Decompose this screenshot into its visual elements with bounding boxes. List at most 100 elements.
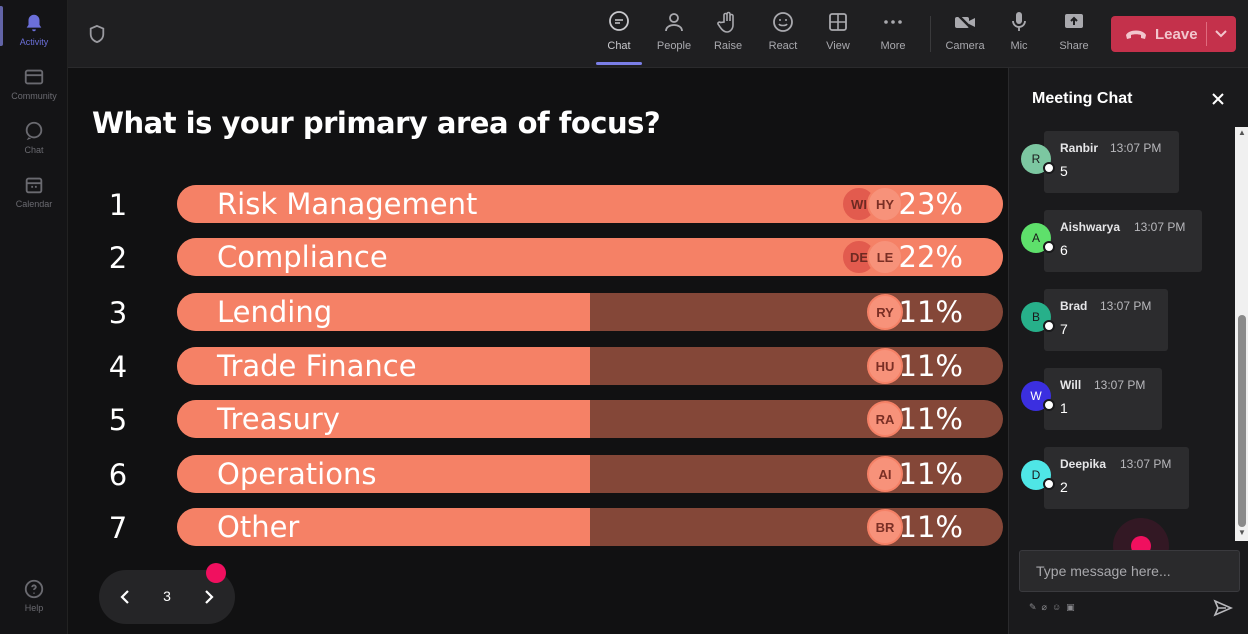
message-text: 7: [1060, 321, 1068, 337]
voter-avatar[interactable]: BR: [867, 509, 903, 545]
format-icon[interactable]: ✎: [1029, 602, 1037, 612]
microphone-icon: [1012, 12, 1026, 31]
voter-avatar[interactable]: LE: [867, 239, 903, 275]
scroll-down-arrow[interactable]: ▼: [1238, 528, 1246, 537]
presence-status-dot: [1043, 162, 1055, 174]
poll-option-bar: Other BR 11%: [177, 508, 1003, 546]
share-button[interactable]: Share: [1049, 10, 1099, 60]
gif-icon[interactable]: ▣: [1066, 602, 1075, 612]
person-icon: [665, 13, 683, 32]
poll-option-bar: Lending RY 11%: [177, 293, 1003, 331]
poll-option-fill: [177, 347, 590, 385]
chevron-right-icon[interactable]: [199, 587, 219, 607]
poll-question: What is your primary area of focus?: [92, 106, 661, 140]
poll-option-number: 2: [108, 241, 128, 275]
poll-option-percent: 11%: [898, 510, 963, 544]
message-sender: Will: [1060, 378, 1082, 392]
share-button-label: Share: [1059, 40, 1089, 52]
bell-icon: [26, 14, 42, 32]
message-sender: Aishwarya: [1060, 220, 1121, 234]
more-button[interactable]: More: [868, 10, 918, 60]
message-timestamp: 13:07 PM: [1134, 220, 1186, 234]
hand-icon: [717, 11, 734, 33]
scrollbar-thumb[interactable]: [1238, 315, 1246, 527]
sender-avatar[interactable]: B: [1021, 302, 1051, 332]
poll-results: What is your primary area of focus? 1 Ris…: [68, 68, 1008, 634]
voter-avatar[interactable]: RY: [867, 294, 903, 330]
scroll-up-arrow[interactable]: ▲: [1238, 128, 1246, 137]
poll-option-label: Lending: [217, 295, 333, 329]
share-screen-icon: [1065, 14, 1083, 28]
poll-option-row: 4 Trade Finance HU 11%: [68, 347, 1008, 385]
rail-item-help[interactable]: Help: [0, 578, 68, 613]
chat-message-list[interactable]: Ranbir 13:07 PM 5 R Aishwarya 13:07 PM 6 A Brad 1…: [1009, 127, 1235, 541]
send-icon[interactable]: [1213, 598, 1233, 618]
rail-item-activity[interactable]: Activity: [0, 12, 68, 47]
shield-icon[interactable]: [88, 24, 106, 44]
poll-option-fill: [177, 455, 590, 493]
chat-scrollbar[interactable]: ▲ ▼: [1235, 127, 1248, 541]
rail-item-calendar[interactable]: Calendar: [0, 174, 68, 209]
poll-option-fill: [177, 293, 590, 331]
message-timestamp: 13:07 PM: [1120, 457, 1172, 471]
chevron-left-icon[interactable]: [115, 587, 135, 607]
poll-option-percent: 11%: [898, 295, 963, 329]
chat-message-input[interactable]: [1020, 551, 1239, 591]
message-bubble[interactable]: Will 13:07 PM 1: [1044, 368, 1162, 430]
message-bubble[interactable]: Ranbir 13:07 PM 5: [1044, 131, 1179, 193]
poll-option-label: Risk Management: [217, 187, 478, 221]
raise-hand-button[interactable]: Raise: [703, 10, 753, 60]
camera-button[interactable]: Camera: [940, 10, 990, 60]
message-sender: Brad: [1060, 299, 1088, 313]
message-bubble[interactable]: Aishwarya 13:07 PM 6: [1044, 210, 1202, 272]
message-bubble[interactable]: Deepika 13:07 PM 2: [1044, 447, 1189, 509]
people-button[interactable]: People: [649, 10, 699, 60]
chat-title: Meeting Chat: [1032, 90, 1133, 107]
rail-item-chat[interactable]: Chat: [0, 120, 68, 155]
poll-option-bar: Risk Management WI HY 23%: [177, 185, 1003, 223]
sender-avatar[interactable]: W: [1021, 381, 1051, 411]
message-text: 6: [1060, 242, 1068, 258]
presence-status-dot: [1043, 399, 1055, 411]
close-icon[interactable]: [1209, 90, 1227, 108]
poll-option-number: 7: [108, 511, 128, 545]
smiley-icon: [773, 12, 793, 32]
chat-button-label: Chat: [607, 40, 631, 52]
help-icon: [24, 579, 44, 599]
poll-option-number: 1: [108, 188, 128, 222]
emoji-icon[interactable]: ☺: [1051, 602, 1062, 612]
people-button-label: People: [656, 40, 692, 52]
voter-avatar[interactable]: AI: [867, 456, 903, 492]
poll-option-row: 3 Lending RY 11%: [68, 293, 1008, 331]
poll-option-row: 2 Compliance DE LE 22%: [68, 238, 1008, 276]
chat-button[interactable]: Chat: [594, 10, 644, 60]
chevron-down-icon[interactable]: [1214, 28, 1228, 40]
view-button[interactable]: View: [813, 10, 863, 60]
poll-option-bar: Compliance DE LE 22%: [177, 238, 1003, 276]
poll-option-number: 6: [108, 458, 128, 492]
message-text: 5: [1060, 163, 1068, 179]
poll-option-label: Compliance: [217, 240, 388, 274]
rail-label-community: Community: [11, 91, 57, 101]
attach-icon[interactable]: ⌀: [1041, 602, 1047, 612]
message-text: 2: [1060, 479, 1068, 495]
active-tab-indicator: [596, 62, 642, 65]
poll-option-number: 5: [108, 403, 128, 437]
rail-item-community[interactable]: Community: [0, 66, 68, 101]
leave-button-label: Leave: [1155, 25, 1198, 43]
message-timestamp: 13:07 PM: [1100, 299, 1152, 313]
voter-avatar[interactable]: HU: [867, 348, 903, 384]
voter-avatar[interactable]: HY: [867, 186, 903, 222]
poll-option-percent: 11%: [898, 402, 963, 436]
react-button[interactable]: React: [758, 10, 808, 60]
message-sender: Ranbir: [1060, 141, 1099, 155]
presence-status-dot: [1043, 320, 1055, 332]
message-bubble[interactable]: Brad 13:07 PM 7: [1044, 289, 1168, 351]
ellipsis-icon: [884, 20, 902, 24]
mic-button[interactable]: Mic: [994, 10, 1044, 60]
poll-option-percent: 22%: [898, 240, 963, 274]
leave-button[interactable]: Leave: [1111, 16, 1236, 52]
poll-option-fill: [177, 508, 590, 546]
voter-avatar[interactable]: RA: [867, 401, 903, 437]
rail-label-chat: Chat: [24, 145, 44, 155]
